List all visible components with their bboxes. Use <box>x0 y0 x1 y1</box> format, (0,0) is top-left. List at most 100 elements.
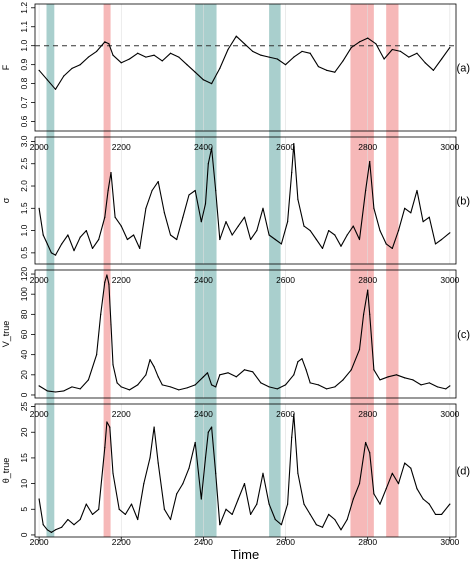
data-point <box>104 447 106 449</box>
panel-3: 0 20 40 60 80 100 120 V_true (c) 2000 2200 2400 2600… <box>1 267 470 399</box>
data-point <box>219 524 221 526</box>
data-point <box>321 247 324 250</box>
data-point <box>449 503 451 505</box>
data-point <box>237 225 239 227</box>
data-point <box>291 172 293 174</box>
data-point <box>120 386 122 388</box>
data-point <box>276 58 278 60</box>
data-point <box>397 229 400 232</box>
data-point <box>379 379 381 381</box>
data-point <box>391 472 393 474</box>
data-point <box>287 221 289 223</box>
data-point <box>38 69 40 71</box>
data-point <box>38 498 40 500</box>
data-point <box>200 221 202 223</box>
data-point <box>350 46 352 49</box>
data-point <box>280 524 283 526</box>
shaded-period-2 <box>103 4 111 537</box>
data-point <box>157 180 159 183</box>
data-point <box>46 79 48 81</box>
data-point <box>204 457 207 459</box>
data-point <box>373 369 375 371</box>
data-point <box>200 498 202 500</box>
data-point <box>268 386 270 388</box>
data-point <box>151 189 153 192</box>
data-point <box>215 386 217 388</box>
data-point <box>352 498 354 500</box>
data-point <box>104 281 106 283</box>
data-point <box>441 58 443 60</box>
data-point <box>71 67 73 70</box>
data-point <box>149 359 151 361</box>
x-tick-label-inner: 2400 <box>194 275 213 285</box>
panel-2: 0.5 1.0 1.5 2.0 2.5 3.0 σ (b) 2000 2200 2400 2600 28… <box>1 135 470 265</box>
data-point <box>71 386 73 388</box>
data-point <box>63 75 65 77</box>
data-point <box>109 426 111 428</box>
data-point <box>114 216 116 218</box>
data-point <box>139 247 141 250</box>
data-point <box>98 238 100 241</box>
x-tick-label-inner: 2600 <box>276 142 295 152</box>
panel-label: (d) <box>457 466 470 478</box>
data-point <box>449 46 451 49</box>
data-point <box>334 234 336 236</box>
data-point <box>219 374 221 376</box>
panel-frame <box>34 269 457 399</box>
data-point <box>169 518 172 521</box>
data-point <box>410 467 412 469</box>
data-point <box>87 379 89 381</box>
data-point <box>211 147 213 149</box>
data-point <box>350 369 352 371</box>
data-point <box>346 518 348 521</box>
data-point <box>315 524 317 526</box>
data-point <box>126 238 129 241</box>
panel-4: 0 5 10 15 20 25 θ_true (d) 2000 2200 2400 2600 2800 3… <box>1 402 470 538</box>
x-tick-label-inner: 2200 <box>112 275 131 285</box>
data-point <box>145 56 147 58</box>
data-point <box>215 472 217 474</box>
data-point <box>293 143 295 145</box>
panel-label: (c) <box>457 329 470 341</box>
y-tick-label: 20 <box>19 370 29 380</box>
x-tick-label: 2600 <box>276 537 295 547</box>
data-point <box>416 488 418 490</box>
data-point <box>274 238 276 241</box>
data-point <box>112 364 114 366</box>
data-point <box>91 247 94 250</box>
x-tick-label: 3000 <box>440 537 459 547</box>
data-point <box>250 238 252 241</box>
data-point <box>334 71 336 73</box>
data-point <box>227 372 229 374</box>
data-point <box>116 382 118 384</box>
data-point <box>46 529 48 531</box>
data-point <box>305 369 307 371</box>
y-tick-label: 0.6 <box>19 115 29 127</box>
data-point <box>108 43 110 45</box>
data-point <box>104 41 106 43</box>
data-point <box>367 289 369 291</box>
data-point <box>284 64 287 66</box>
x-tick-label-inner: 2000 <box>30 142 49 152</box>
data-point <box>96 354 98 356</box>
data-point <box>194 441 196 444</box>
data-point <box>163 508 165 510</box>
x-axis-title: Time <box>231 547 259 562</box>
data-point <box>321 526 324 528</box>
data-point <box>225 221 227 223</box>
data-point <box>169 52 172 54</box>
x-tick-label-inner: 2200 <box>112 142 131 152</box>
data-point <box>375 43 377 45</box>
data-point <box>367 37 369 39</box>
data-point <box>38 385 40 387</box>
data-point <box>436 386 439 388</box>
y-tick-label: 2.0 <box>19 180 29 192</box>
data-point <box>178 56 180 58</box>
data-point <box>124 513 126 516</box>
y-tick-label: 100 <box>19 287 29 301</box>
data-point <box>153 366 155 368</box>
x-tick-label-inner: 2800 <box>358 275 377 285</box>
data-point <box>408 56 410 58</box>
x-tick-label-inner: 2600 <box>276 275 295 285</box>
